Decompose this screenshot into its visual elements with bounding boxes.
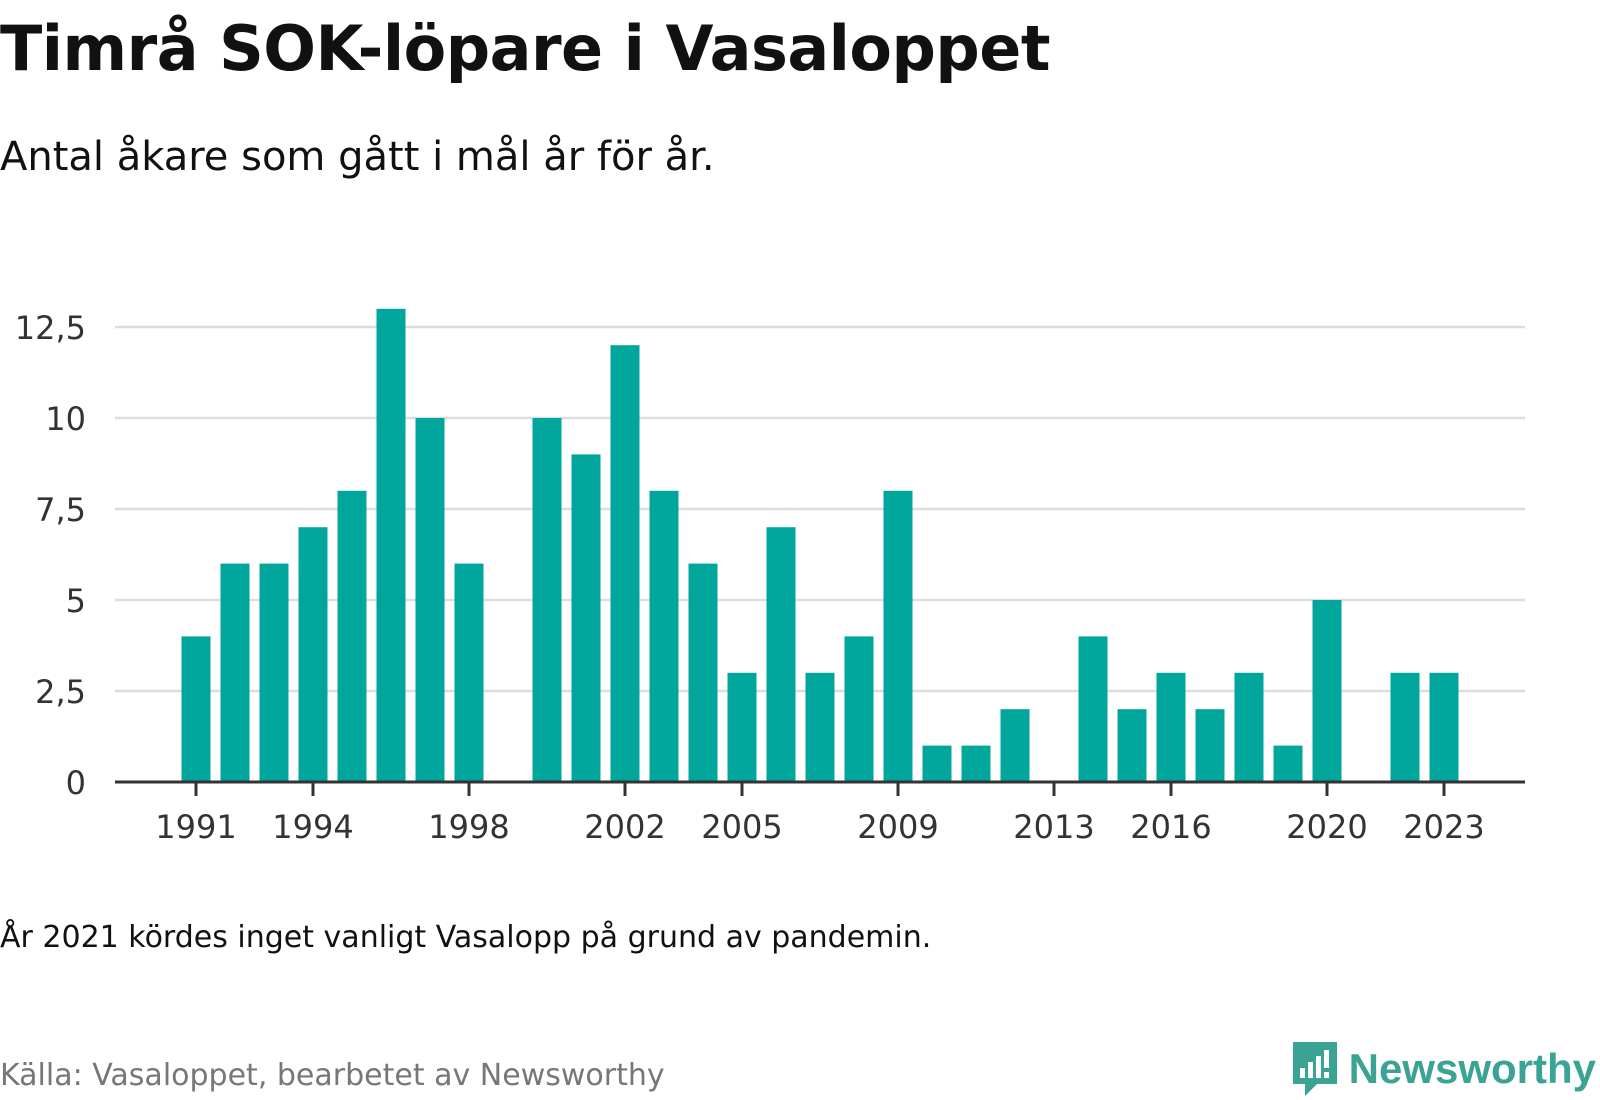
bar-2015 bbox=[1117, 709, 1147, 782]
bar-2001 bbox=[571, 454, 601, 782]
bar-2006 bbox=[766, 527, 796, 782]
bar-2004 bbox=[688, 563, 718, 782]
newsworthy-logo: Newsworthy bbox=[1291, 1040, 1596, 1098]
bar-1998 bbox=[454, 563, 484, 782]
x-tick-label: 2009 bbox=[857, 808, 938, 846]
bar-1991 bbox=[181, 636, 211, 782]
x-tick-label: 2023 bbox=[1403, 808, 1484, 846]
y-tick-label: 12,5 bbox=[15, 309, 86, 347]
brand-name: Newsworthy bbox=[1348, 1045, 1596, 1092]
bar-2007 bbox=[805, 672, 835, 782]
bar-2019 bbox=[1273, 745, 1303, 782]
bar-2018 bbox=[1234, 672, 1264, 782]
bar-1995 bbox=[337, 490, 367, 782]
chart-title: Timrå SOK-löpare i Vasaloppet bbox=[0, 12, 1050, 85]
bar-2014 bbox=[1078, 636, 1108, 782]
bar-2010 bbox=[922, 745, 952, 782]
bars bbox=[181, 308, 1459, 782]
y-tick-label: 7,5 bbox=[35, 491, 86, 529]
x-tick-label: 1998 bbox=[428, 808, 509, 846]
bar-1996 bbox=[376, 308, 406, 782]
bar-1992 bbox=[220, 563, 250, 782]
bar-2022 bbox=[1390, 672, 1420, 782]
bar-2002 bbox=[610, 345, 640, 782]
x-axis-labels: 1991 1994 1998 2002 2005 2009 2013 2016 2020 2023 bbox=[155, 808, 1484, 846]
y-tick-label: 10 bbox=[45, 400, 86, 438]
bar-1994 bbox=[298, 527, 328, 782]
bar-2023 bbox=[1429, 672, 1459, 782]
source-note: Källa: Vasaloppet, bearbetet av Newswort… bbox=[0, 1058, 665, 1093]
bar-2017 bbox=[1195, 709, 1225, 782]
x-tick-label: 2020 bbox=[1286, 808, 1367, 846]
bar-2009 bbox=[883, 490, 913, 782]
y-tick-label: 5 bbox=[66, 582, 86, 620]
bar-2020 bbox=[1312, 600, 1342, 782]
bar-2011 bbox=[961, 745, 991, 782]
x-tick-label: 1994 bbox=[272, 808, 353, 846]
x-tick-label: 2005 bbox=[701, 808, 782, 846]
chart-subtitle: Antal åkare som gått i mål år för år. bbox=[0, 134, 715, 180]
x-tick-label: 2013 bbox=[1013, 808, 1094, 846]
x-tick-label: 1991 bbox=[155, 808, 236, 846]
y-tick-label: 0 bbox=[66, 764, 86, 802]
bar-2000 bbox=[532, 418, 562, 782]
footnote: År 2021 kördes inget vanligt Vasalopp på… bbox=[0, 920, 932, 955]
bar-2005 bbox=[727, 672, 757, 782]
y-axis-labels: 0 2,5 5 7,5 10 12,5 bbox=[15, 309, 86, 802]
x-tick-label: 2002 bbox=[584, 808, 665, 846]
bar-2016 bbox=[1156, 672, 1186, 782]
bar-chart: 0 2,5 5 7,5 10 12,5 1991 1994 1998 2002 2005 2009 2… bbox=[15, 308, 1525, 846]
bar-2008 bbox=[844, 636, 874, 782]
y-tick-label: 2,5 bbox=[35, 673, 86, 711]
x-axis bbox=[115, 780, 1525, 796]
x-tick-label: 2016 bbox=[1130, 808, 1211, 846]
bar-1993 bbox=[259, 563, 289, 782]
bar-2012 bbox=[1000, 709, 1030, 782]
bar-2003 bbox=[649, 490, 679, 782]
newsworthy-logo-icon bbox=[1292, 1042, 1337, 1096]
bar-1997 bbox=[415, 418, 445, 782]
